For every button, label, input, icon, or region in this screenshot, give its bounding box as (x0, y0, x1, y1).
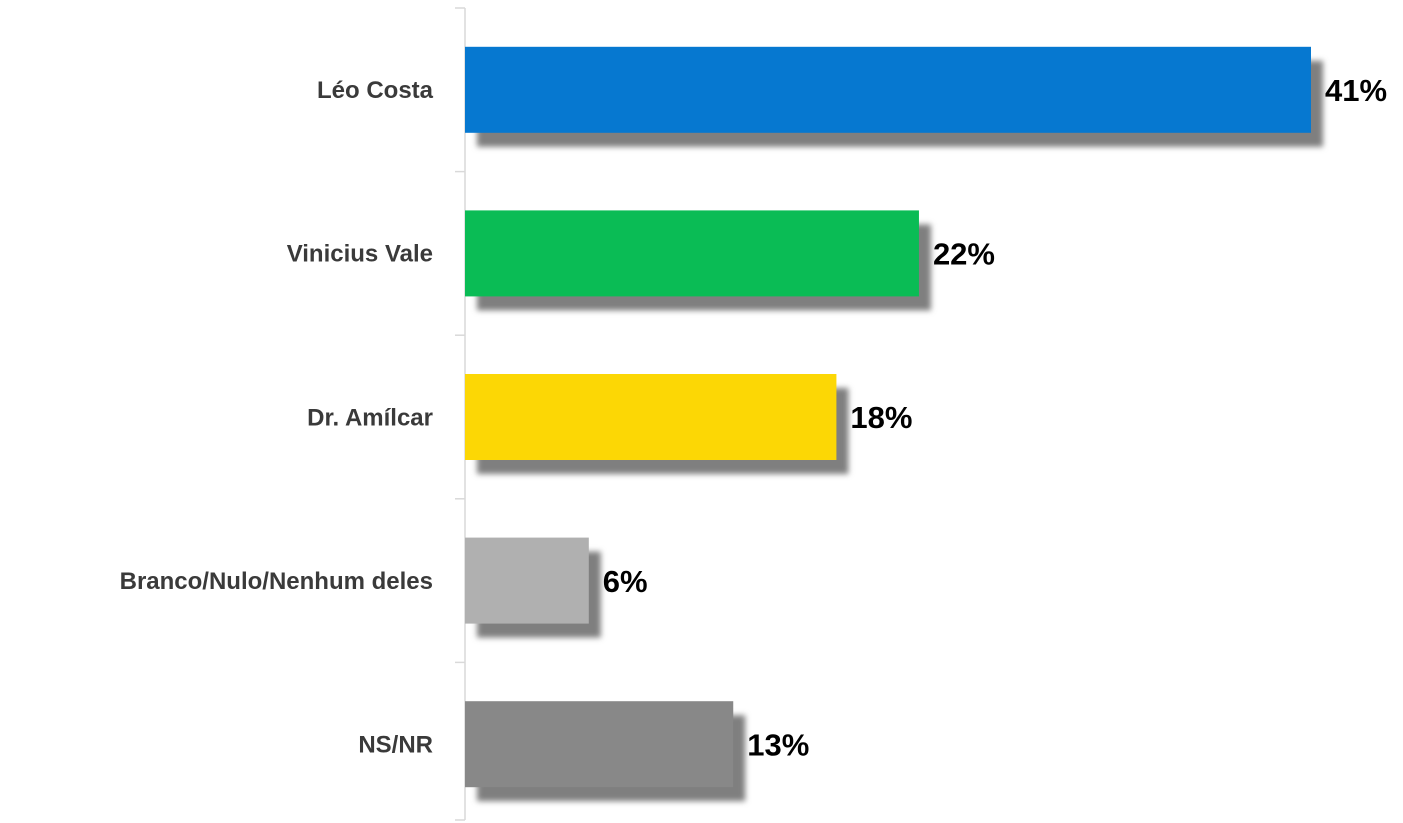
category-label: Vinicius Vale (287, 241, 433, 268)
value-label: 41% (1325, 73, 1387, 108)
value-label: 13% (747, 727, 809, 762)
bar (465, 537, 589, 624)
value-label: 22% (933, 237, 995, 272)
category-label: Dr. Amílcar (307, 404, 433, 431)
bar (465, 701, 734, 788)
bar (465, 46, 1311, 133)
category-label: Branco/Nulo/Nenhum deles (120, 568, 433, 595)
bar (465, 210, 919, 297)
category-label: Léo Costa (317, 77, 434, 104)
value-label: 6% (603, 564, 648, 599)
category-label: NS/NR (358, 732, 433, 759)
bar (465, 374, 837, 460)
value-label: 18% (850, 400, 912, 435)
